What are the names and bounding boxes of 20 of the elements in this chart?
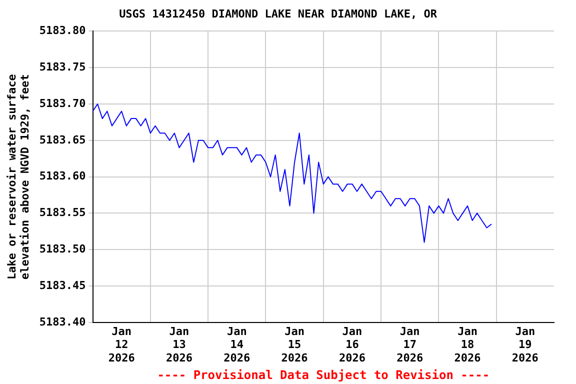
- y-axis-title: Lake or reservoir water surface elevation above NGVD 1929, feet: [5, 74, 32, 280]
- y-tick-label: 5183.55: [39, 206, 86, 220]
- y-tick-label: 5183.40: [39, 315, 86, 328]
- x-tick-label: Jan 16 2026: [338, 324, 366, 364]
- y-tick-label: 5183.75: [39, 60, 86, 74]
- y-tick-label: 5183.65: [39, 133, 86, 146]
- y-tick-label: 5183.70: [39, 96, 86, 110]
- x-tick-label: Jan 12 2026: [108, 324, 136, 364]
- x-tick-label: Jan 18 2026: [454, 324, 482, 364]
- text: ---- Provisional Data Subject to Revision ----: [157, 368, 490, 382]
- y-tick-label: 5183.60: [39, 170, 86, 183]
- x-tick-label: Jan 13 2026: [166, 324, 193, 364]
- x-tick-label: Jan 19 2026: [512, 324, 539, 364]
- y-tick-label: 5183.50: [39, 242, 86, 256]
- x-tick-label: Jan 17 2026: [396, 324, 424, 364]
- x-tick-label: Jan 14 2026: [224, 324, 251, 364]
- chart-title: USGS 14312450 DIAMOND LAKE NEAR DIAMOND LAKE, OR: [119, 7, 438, 20]
- x-tick-label: Jan 15 2026: [281, 324, 308, 364]
- y-tick-label: 5183.45: [39, 278, 86, 292]
- y-tick-label: 5183.80: [39, 24, 86, 38]
